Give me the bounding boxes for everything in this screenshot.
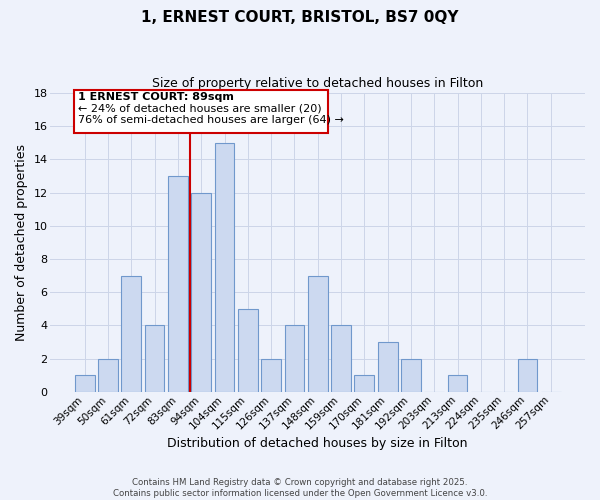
Bar bbox=[261, 358, 281, 392]
Bar bbox=[401, 358, 421, 392]
Text: 1, ERNEST COURT, BRISTOL, BS7 0QY: 1, ERNEST COURT, BRISTOL, BS7 0QY bbox=[141, 10, 459, 25]
Bar bbox=[284, 326, 304, 392]
FancyBboxPatch shape bbox=[74, 90, 328, 133]
Y-axis label: Number of detached properties: Number of detached properties bbox=[15, 144, 28, 341]
Bar bbox=[331, 326, 351, 392]
Bar bbox=[121, 276, 141, 392]
Bar bbox=[75, 375, 95, 392]
Bar bbox=[168, 176, 188, 392]
Bar bbox=[191, 192, 211, 392]
Bar bbox=[308, 276, 328, 392]
Bar bbox=[378, 342, 398, 392]
Bar bbox=[448, 375, 467, 392]
Text: 76% of semi-detached houses are larger (64) →: 76% of semi-detached houses are larger (… bbox=[77, 116, 344, 126]
Bar bbox=[98, 358, 118, 392]
Bar bbox=[518, 358, 538, 392]
Bar bbox=[355, 375, 374, 392]
Bar bbox=[215, 143, 235, 392]
Bar bbox=[238, 309, 258, 392]
Text: 1 ERNEST COURT: 89sqm: 1 ERNEST COURT: 89sqm bbox=[77, 92, 233, 102]
Bar bbox=[145, 326, 164, 392]
Text: ← 24% of detached houses are smaller (20): ← 24% of detached houses are smaller (20… bbox=[77, 104, 321, 114]
Title: Size of property relative to detached houses in Filton: Size of property relative to detached ho… bbox=[152, 78, 484, 90]
X-axis label: Distribution of detached houses by size in Filton: Distribution of detached houses by size … bbox=[167, 437, 468, 450]
Text: Contains HM Land Registry data © Crown copyright and database right 2025.
Contai: Contains HM Land Registry data © Crown c… bbox=[113, 478, 487, 498]
